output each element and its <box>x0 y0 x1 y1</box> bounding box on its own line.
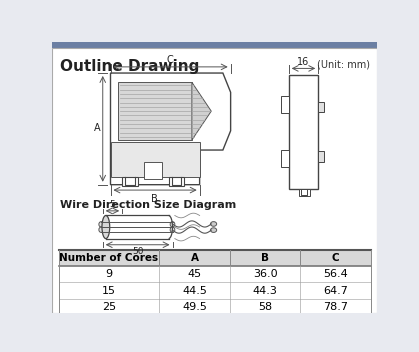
Ellipse shape <box>170 227 175 232</box>
Bar <box>318 101 324 112</box>
Bar <box>59 250 371 266</box>
Bar <box>289 75 318 189</box>
Bar <box>122 177 137 186</box>
Ellipse shape <box>170 222 175 227</box>
Text: 50: 50 <box>132 247 143 256</box>
Ellipse shape <box>102 215 110 239</box>
Ellipse shape <box>99 222 103 227</box>
Text: 64.7: 64.7 <box>323 285 348 296</box>
Bar <box>318 151 324 162</box>
Text: 15: 15 <box>102 285 116 296</box>
Bar <box>118 82 192 140</box>
Ellipse shape <box>99 227 103 232</box>
Text: (Unit: mm): (Unit: mm) <box>317 59 370 69</box>
Text: 16: 16 <box>297 57 310 67</box>
Text: Wire Direction Size Diagram: Wire Direction Size Diagram <box>60 200 236 210</box>
Text: 44.3: 44.3 <box>253 285 277 296</box>
Bar <box>144 162 163 178</box>
Text: 44.5: 44.5 <box>182 285 207 296</box>
Text: 5: 5 <box>109 200 115 209</box>
Text: 49.5: 49.5 <box>182 302 207 312</box>
Bar <box>281 96 289 113</box>
Bar <box>59 298 371 315</box>
Bar <box>299 189 310 196</box>
Text: 58: 58 <box>258 302 272 312</box>
Polygon shape <box>111 73 230 185</box>
Text: Outline Drawing: Outline Drawing <box>60 59 199 74</box>
Bar <box>59 266 371 282</box>
Text: Number of Cores: Number of Cores <box>59 253 158 263</box>
Ellipse shape <box>210 228 217 232</box>
Text: C: C <box>332 253 339 263</box>
Text: B: B <box>261 253 269 263</box>
Bar <box>281 150 289 167</box>
Bar <box>52 42 377 49</box>
Polygon shape <box>192 82 211 140</box>
Text: B: B <box>151 194 158 204</box>
Text: 36.0: 36.0 <box>253 269 277 279</box>
Text: 9: 9 <box>106 269 113 279</box>
Text: A: A <box>94 124 101 133</box>
Ellipse shape <box>210 222 217 226</box>
Bar <box>111 142 199 177</box>
Text: 78.7: 78.7 <box>323 302 348 312</box>
Bar <box>59 282 371 298</box>
Bar <box>168 177 184 186</box>
Text: 25: 25 <box>102 302 116 312</box>
Text: A: A <box>191 253 199 263</box>
Text: C: C <box>167 55 173 64</box>
Text: 56.4: 56.4 <box>323 269 348 279</box>
Text: 45: 45 <box>188 269 202 279</box>
